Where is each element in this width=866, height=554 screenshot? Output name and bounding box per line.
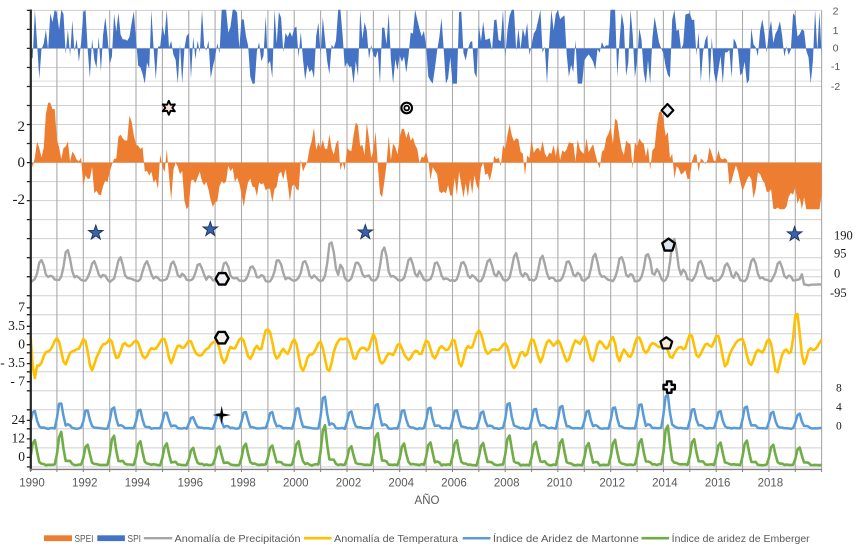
svg-text:12: 12 — [12, 430, 26, 445]
svg-text:95: 95 — [834, 246, 847, 260]
svg-text:7: 7 — [18, 299, 25, 314]
svg-text:2002: 2002 — [336, 478, 362, 490]
svg-text:1: 1 — [833, 25, 839, 37]
svg-text:2: 2 — [18, 119, 26, 135]
svg-text:0: 0 — [834, 266, 840, 280]
svg-text:190: 190 — [834, 228, 853, 242]
svg-text:Anomalía de Precipitación: Anomalía de Precipitación — [175, 533, 301, 545]
svg-text:2004: 2004 — [388, 478, 414, 490]
svg-text:-2: -2 — [831, 81, 840, 93]
svg-text:2000: 2000 — [283, 478, 309, 490]
svg-text:24: 24 — [12, 412, 26, 427]
svg-text:4: 4 — [836, 402, 842, 414]
svg-text:-95: -95 — [830, 286, 847, 300]
svg-text:Índice de aridez de Emberger: Índice de aridez de Emberger — [672, 532, 811, 545]
svg-text:SPI: SPI — [128, 533, 142, 545]
svg-text:- 3.5: - 3.5 — [0, 355, 25, 370]
svg-text:2006: 2006 — [441, 478, 467, 490]
svg-text:8: 8 — [836, 382, 842, 394]
svg-text:2014: 2014 — [652, 478, 678, 490]
svg-text:0: 0 — [836, 421, 842, 433]
svg-text:1996: 1996 — [177, 478, 203, 490]
svg-text:3.5: 3.5 — [8, 318, 25, 333]
svg-text:-1: -1 — [831, 61, 840, 73]
svg-text:2018: 2018 — [758, 478, 784, 490]
svg-text:2008: 2008 — [494, 478, 520, 490]
svg-text:Índice de Aridez de Martonne: Índice de Aridez de Martonne — [493, 532, 639, 545]
svg-text:SPEI: SPEI — [75, 533, 94, 545]
svg-text:-2: -2 — [13, 192, 26, 208]
svg-text:0: 0 — [18, 336, 25, 351]
svg-text:2012: 2012 — [599, 478, 625, 490]
svg-text:2010: 2010 — [547, 478, 573, 490]
svg-text:0: 0 — [18, 155, 26, 171]
svg-text:2: 2 — [833, 6, 839, 18]
svg-text:Anomalía de Temperatura: Anomalía de Temperatura — [334, 533, 458, 545]
svg-text:AÑO: AÑO — [415, 494, 440, 507]
svg-text:2016: 2016 — [705, 478, 731, 490]
svg-text:1994: 1994 — [125, 478, 151, 490]
svg-text:- 7: - 7 — [10, 373, 25, 388]
svg-text:0: 0 — [18, 449, 25, 464]
svg-text:1990: 1990 — [19, 478, 45, 490]
svg-text:1992: 1992 — [72, 478, 98, 490]
svg-text:0: 0 — [833, 43, 839, 55]
svg-text:1998: 1998 — [230, 478, 256, 490]
